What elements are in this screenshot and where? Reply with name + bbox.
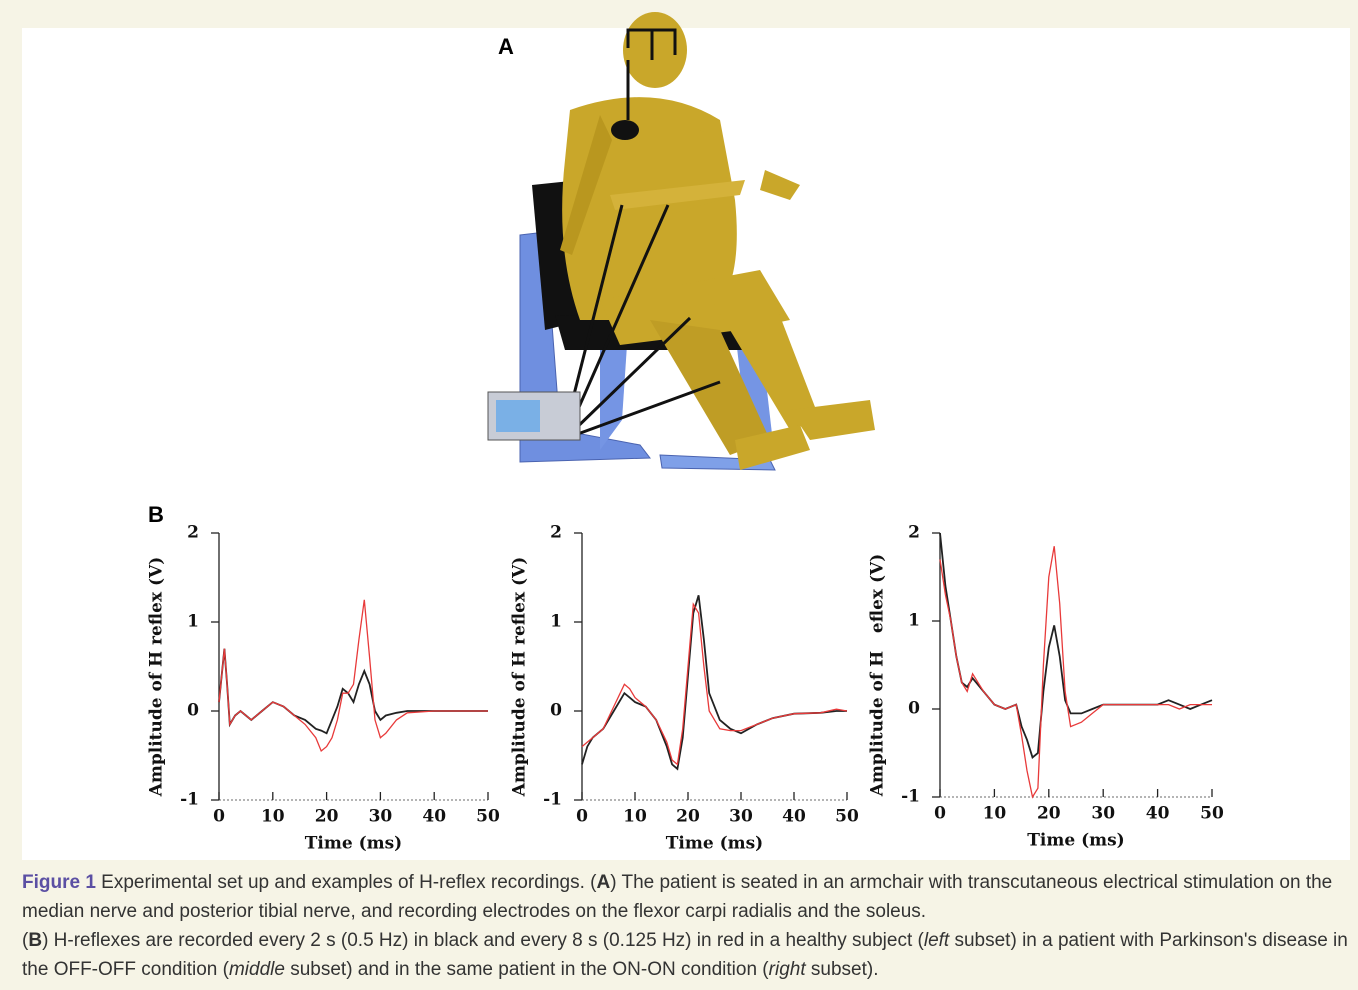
y-axis-title: Amplitude of H eflex (V) <box>868 554 888 798</box>
x-axis-title: Time (ms) <box>666 834 763 854</box>
x-axis-title: Time (ms) <box>305 834 402 854</box>
y-tick-label: -1 <box>543 790 562 810</box>
caption-text: subset). <box>806 959 879 980</box>
y-tick-label: 0 <box>550 701 562 721</box>
page: {"figure":{"panel_a":"A","panel_b":"B"},… <box>0 0 1358 990</box>
caption-text: left <box>924 930 949 951</box>
panel-label: A <box>498 34 514 59</box>
x-tick-label: 40 <box>422 807 446 827</box>
x-tick-label: 50 <box>476 807 500 827</box>
y-tick-label: 1 <box>550 612 562 632</box>
x-tick-label: 20 <box>315 807 339 827</box>
x-tick-label: 50 <box>1200 804 1224 824</box>
x-tick-label: 20 <box>1037 804 1061 824</box>
caption-label: Figure 1 <box>22 872 96 893</box>
caption: Figure 1 Experimental set up and example… <box>22 868 1348 984</box>
caption-text: middle <box>229 959 285 980</box>
caption-text: Experimental set up and examples of H-re… <box>96 872 597 893</box>
y-tick-label: 0 <box>187 701 199 721</box>
x-tick-label: 10 <box>261 807 285 827</box>
y-tick-label: 2 <box>908 523 920 543</box>
y-tick-label: 2 <box>550 523 562 543</box>
y-tick-label: -1 <box>180 790 199 810</box>
caption-text: A <box>596 872 610 893</box>
x-tick-label: 30 <box>369 807 393 827</box>
x-tick-label: 50 <box>835 807 859 827</box>
caption-text: ) H-reflexes are recorded every 2 s (0.5… <box>42 930 924 951</box>
caption-text: right <box>769 959 806 980</box>
x-tick-label: 20 <box>676 807 700 827</box>
y-tick-label: 1 <box>187 612 199 632</box>
x-tick-label: 10 <box>623 807 647 827</box>
x-axis-title: Time (ms) <box>1027 831 1124 851</box>
caption-paragraph: Figure 1 Experimental set up and example… <box>22 868 1348 926</box>
x-tick-label: 0 <box>576 807 588 827</box>
x-tick-label: 30 <box>1091 804 1115 824</box>
y-tick-label: 0 <box>908 699 920 719</box>
panel-label: B <box>148 502 164 527</box>
x-tick-label: 40 <box>782 807 806 827</box>
x-tick-label: 0 <box>934 804 946 824</box>
caption-text: subset) and in the same patient in the O… <box>285 959 769 980</box>
caption-paragraph: (B) H-reflexes are recorded every 2 s (0… <box>22 926 1348 984</box>
y-axis-title: Amplitude of H reflex (V) <box>510 557 530 798</box>
y-tick-label: -1 <box>901 787 920 807</box>
x-tick-label: 10 <box>983 804 1007 824</box>
x-tick-label: 40 <box>1146 804 1170 824</box>
y-tick-label: 1 <box>908 611 920 631</box>
caption-text: B <box>28 930 42 951</box>
y-tick-label: 2 <box>187 523 199 543</box>
x-tick-label: 0 <box>213 807 225 827</box>
y-axis-title: Amplitude of H reflex (V) <box>147 557 167 798</box>
x-tick-label: 30 <box>729 807 753 827</box>
